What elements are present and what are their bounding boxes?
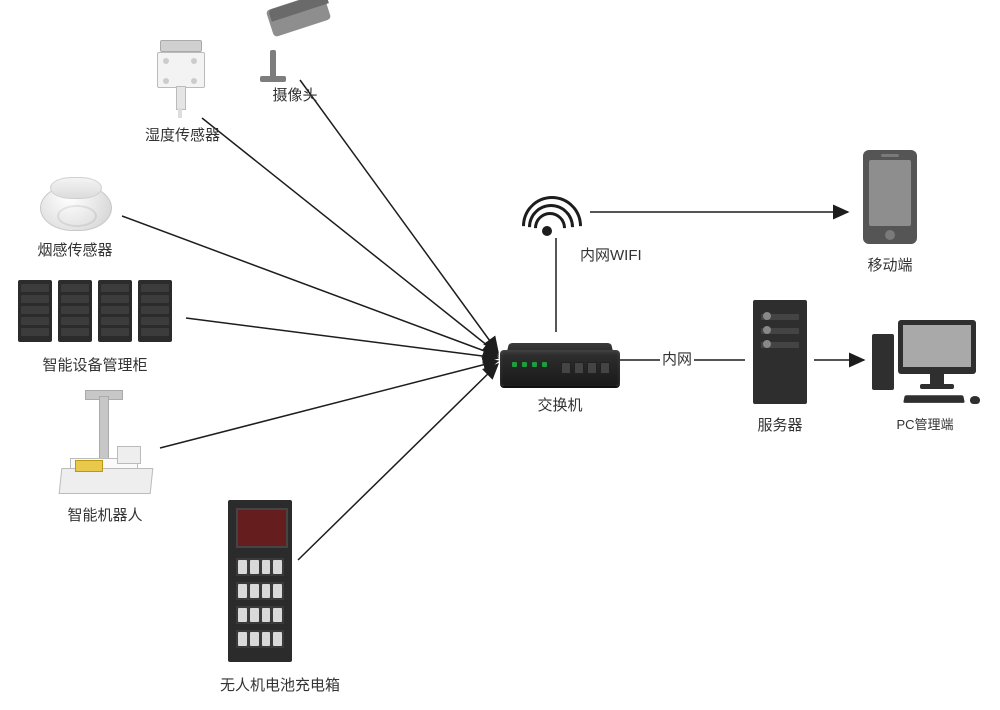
smoke-sensor-icon <box>35 175 115 235</box>
rack-cabinets-icon <box>10 280 180 350</box>
label-robot: 智能机器人 <box>55 504 155 525</box>
robot-icon <box>55 390 155 500</box>
humidity-sensor-icon <box>145 40 215 120</box>
node-server: 服务器 <box>745 300 815 435</box>
node-smoke: 烟感传感器 <box>35 175 115 260</box>
label-mobile: 移动端 <box>855 254 925 275</box>
label-racks: 智能设备管理柜 <box>10 354 180 375</box>
server-icon <box>745 300 815 410</box>
battery-charger-icon <box>220 500 300 670</box>
mobile-device-icon <box>855 150 925 250</box>
node-pc: PC管理端 <box>870 320 980 433</box>
label-camera: 摄像头 <box>250 84 340 105</box>
node-camera: 摄像头 <box>250 10 340 105</box>
label-pc: PC管理端 <box>870 414 980 433</box>
node-racks: 智能设备管理柜 <box>10 280 180 375</box>
pc-icon <box>870 320 980 410</box>
label-switch: 交换机 <box>500 394 620 415</box>
label-wifi: 内网WIFI <box>580 244 642 265</box>
node-switch: 交换机 <box>500 330 620 415</box>
label-humidity: 湿度传感器 <box>145 124 220 145</box>
network-switch-icon <box>500 330 620 390</box>
label-server: 服务器 <box>745 414 815 435</box>
edge-label-intranet: 内网 <box>660 348 694 369</box>
camera-icon <box>250 10 340 80</box>
node-charger: 无人机电池充电箱 <box>220 500 340 695</box>
node-humidity: 湿度传感器 <box>145 40 220 145</box>
node-mobile: 移动端 <box>855 150 925 275</box>
node-robot: 智能机器人 <box>55 390 155 525</box>
label-smoke: 烟感传感器 <box>35 239 115 260</box>
node-wifi: 内网WIFI <box>538 190 642 265</box>
label-charger: 无人机电池充电箱 <box>220 674 340 695</box>
diagram-canvas: 内网 摄像头 湿度传感器 烟感传感器 智能设备管理柜 <box>0 0 1000 710</box>
wifi-icon <box>538 190 588 240</box>
